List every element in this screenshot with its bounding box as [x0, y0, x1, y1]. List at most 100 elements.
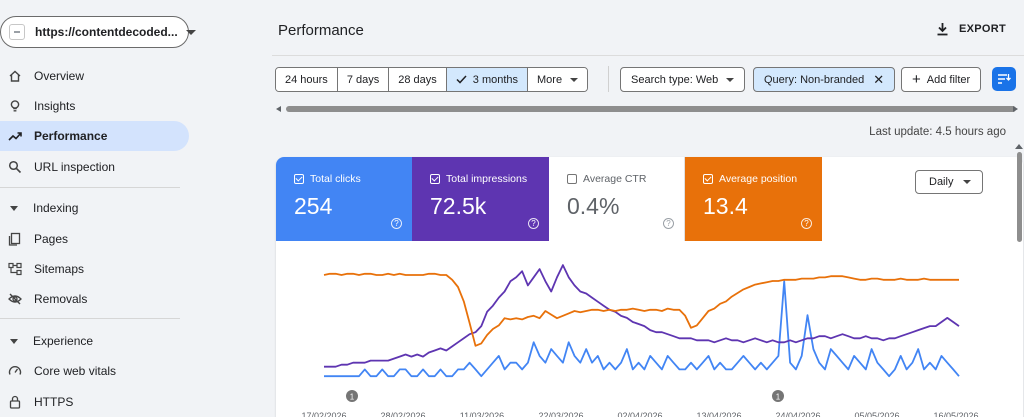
- search-type-filter[interactable]: Search type: Web: [620, 67, 746, 92]
- export-label: EXPORT: [959, 23, 1007, 35]
- svg-text:1: 1: [350, 393, 355, 402]
- x-tick-label: 13/04/2026: [696, 411, 741, 417]
- pages-icon: [8, 232, 22, 246]
- trending-up-icon: [8, 129, 22, 143]
- series-line-total-impressions: [324, 264, 960, 368]
- sidebar-divider: [0, 318, 180, 319]
- range-28-days[interactable]: 28 days: [389, 68, 447, 91]
- series-line-average-position: [323, 272, 959, 347]
- x-tick-label: 02/04/2026: [617, 411, 662, 417]
- section-indexing[interactable]: Indexing: [0, 195, 189, 221]
- site-favicon-icon: [9, 24, 25, 40]
- chevron-down-icon: [726, 77, 735, 82]
- performance-chart: 1 1 17/02/2026 28/02/2026 11/03/2026 22/03/20…: [301, 264, 979, 417]
- metric-label: Average CTR: [583, 173, 647, 185]
- help-icon[interactable]: ?: [663, 218, 674, 229]
- granularity-dropdown[interactable]: Daily: [915, 170, 983, 194]
- x-tick-label: 22/03/2026: [538, 411, 583, 417]
- x-tick-label: 11/03/2026: [460, 411, 504, 417]
- checkbox-icon: [430, 174, 440, 184]
- nav-label: Removals: [34, 292, 88, 306]
- granularity-label: Daily: [929, 176, 954, 188]
- metric-value: 254: [294, 193, 333, 219]
- lightbulb-icon: [8, 99, 22, 113]
- query-filter-chip[interactable]: Query: Non-branded ✕: [753, 67, 896, 92]
- home-icon: [8, 69, 22, 83]
- scroll-right-icon[interactable]: [1013, 106, 1018, 112]
- range-7-days[interactable]: 7 days: [337, 68, 390, 91]
- chip-label: Query: Non-branded: [764, 73, 865, 86]
- chip-label: Add filter: [926, 73, 971, 86]
- sitemap-icon: [8, 262, 22, 276]
- export-button[interactable]: EXPORT: [936, 22, 1006, 36]
- x-tick-label: 28/02/2026: [380, 411, 425, 417]
- toolbar-separator: [608, 66, 609, 92]
- nav-item-performance[interactable]: Performance: [0, 121, 189, 151]
- horizontal-scrollbar[interactable]: [276, 106, 1018, 112]
- nav-label: Overview: [34, 69, 85, 83]
- lock-icon: [8, 395, 22, 409]
- nav-label: URL inspection: [34, 160, 115, 174]
- plus-icon: +: [912, 71, 921, 88]
- x-tick-label: 05/05/2026: [854, 411, 899, 417]
- nav-item-core-web-vitals[interactable]: Core web vitals: [0, 356, 189, 386]
- metric-label: Total impressions: [446, 173, 528, 185]
- series-line-total-clicks: [324, 280, 960, 378]
- property-selector[interactable]: https://contentdecoded...: [0, 16, 196, 48]
- sidebar: https://contentdecoded... Overview Insig…: [0, 0, 196, 417]
- nav-item-overview[interactable]: Overview: [0, 61, 189, 91]
- header-divider: [272, 55, 1024, 56]
- checkbox-icon: [703, 174, 713, 184]
- page-title: Performance: [278, 22, 364, 39]
- metric-total-impressions[interactable]: Total impressions 72.5k ?: [412, 157, 549, 241]
- performance-card: Total clicks 254 ? Total impressions 72.…: [276, 157, 1023, 417]
- speedometer-icon: [8, 364, 22, 378]
- metric-total-clicks[interactable]: Total clicks 254 ?: [276, 157, 412, 241]
- close-icon[interactable]: ✕: [873, 72, 885, 87]
- metric-value: 0.4%: [567, 193, 620, 219]
- nav-item-removals[interactable]: Removals: [0, 284, 189, 314]
- nav-item-url-inspection[interactable]: URL inspection: [0, 152, 189, 182]
- range-24-hours[interactable]: 24 hours: [276, 68, 338, 91]
- download-icon: [937, 23, 948, 36]
- date-range-group: 24 hours 7 days 28 days 3 months More: [275, 67, 589, 92]
- metric-average-ctr[interactable]: Average CTR 0.4% ?: [549, 157, 685, 241]
- range-label: More: [537, 73, 563, 86]
- scroll-left-icon[interactable]: [276, 106, 281, 112]
- eye-off-icon: [8, 292, 22, 306]
- main-content: Performance EXPORT 24 hours 7 days 28 da…: [196, 0, 1024, 417]
- range-label: 3 months: [472, 73, 519, 86]
- vertical-scrollbar[interactable]: [1017, 152, 1022, 242]
- nav-item-insights[interactable]: Insights: [0, 91, 189, 121]
- last-update-text: Last update: 4.5 hours ago: [869, 126, 1006, 138]
- help-icon[interactable]: ?: [801, 218, 812, 229]
- annotation-marker[interactable]: 1: [346, 390, 358, 402]
- range-3-months[interactable]: 3 months: [446, 68, 529, 91]
- help-icon[interactable]: ?: [528, 218, 539, 229]
- section-label: Indexing: [33, 201, 79, 215]
- nav-item-sitemaps[interactable]: Sitemaps: [0, 254, 189, 284]
- property-url: https://contentdecoded...: [35, 25, 178, 39]
- nav-label: HTTPS: [34, 395, 74, 409]
- nav-label: Core web vitals: [34, 364, 117, 378]
- nav-item-pages[interactable]: Pages: [0, 224, 189, 254]
- add-filter-button[interactable]: + Add filter: [901, 67, 982, 92]
- help-icon[interactable]: ?: [391, 218, 402, 229]
- chevron-down-icon: [963, 180, 972, 184]
- scroll-up-icon[interactable]: [1015, 144, 1023, 149]
- nav-label: Sitemaps: [34, 262, 85, 276]
- nav-item-https[interactable]: HTTPS: [0, 387, 189, 417]
- metric-label: Average position: [719, 173, 798, 185]
- range-more[interactable]: More: [528, 68, 588, 91]
- svg-text:1: 1: [776, 393, 781, 402]
- annotation-marker[interactable]: 1: [772, 390, 784, 402]
- metric-average-position[interactable]: Average position 13.4 ?: [685, 157, 822, 241]
- filter-options-button[interactable]: [992, 67, 1016, 91]
- scrollbar-thumb[interactable]: [286, 106, 1016, 112]
- chevron-down-icon: [570, 77, 579, 82]
- section-experience[interactable]: Experience: [0, 328, 189, 354]
- metric-value: 13.4: [703, 193, 748, 219]
- checkbox-icon: [567, 174, 577, 184]
- caret-down-icon: [10, 205, 18, 211]
- nav-label: Performance: [34, 129, 108, 143]
